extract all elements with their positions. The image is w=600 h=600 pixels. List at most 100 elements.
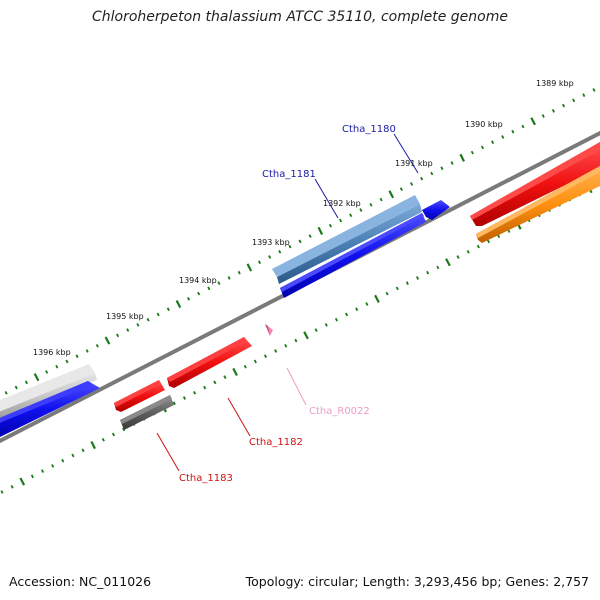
minor-tick [257, 260, 262, 265]
minor-tick [456, 255, 460, 259]
minor-tick [501, 135, 505, 139]
minor-tick [334, 317, 338, 322]
minor-tick [156, 312, 160, 317]
minor-tick [55, 364, 59, 369]
minor-tick [193, 390, 197, 395]
minor-tick [466, 249, 470, 254]
minor-tick [486, 239, 490, 244]
minor-tick [410, 182, 414, 186]
minor-tick [166, 307, 170, 312]
minor-tick [263, 354, 268, 359]
minor-tick [405, 281, 409, 285]
gene-label-ctha-1181[interactable]: Ctha_1181 [262, 169, 316, 180]
minor-tick [14, 385, 18, 390]
major-tick [19, 477, 26, 486]
minor-tick [349, 213, 353, 218]
major-tick [33, 373, 40, 382]
minor-tick [0, 490, 4, 494]
minor-tick [328, 223, 332, 228]
minor-tick [314, 328, 318, 333]
minor-tick [345, 312, 349, 317]
major-tick [459, 153, 465, 162]
minor-tick [365, 302, 369, 306]
minor-tick [359, 208, 363, 212]
gene-label-ctha-1180[interactable]: Ctha_1180 [342, 124, 396, 135]
major-tick [104, 336, 111, 345]
minor-tick [197, 291, 201, 296]
minor-tick [51, 464, 55, 468]
minor-tick [480, 145, 484, 150]
orange-feature[interactable] [476, 166, 600, 243]
minor-tick [385, 291, 389, 296]
major-tick [374, 294, 380, 303]
accession-label: Accession: NC_011026 [9, 574, 152, 589]
blue-cds-ctha-1181[interactable] [280, 213, 426, 298]
reverse-strand [114, 142, 600, 430]
minor-tick [4, 390, 8, 395]
pink-rna-ctha-r0022[interactable] [265, 324, 273, 336]
minor-tick [420, 176, 424, 181]
minor-tick [324, 323, 328, 327]
minor-tick [430, 171, 434, 176]
minor-tick [10, 484, 14, 489]
major-tick [232, 367, 238, 376]
blue-cds-ctha-1180[interactable] [422, 200, 450, 220]
light-gray-feature[interactable] [0, 364, 97, 420]
minor-tick [470, 150, 474, 155]
minor-tick [582, 93, 586, 97]
red-cds-ctha-1182[interactable] [167, 337, 252, 388]
gray-feature[interactable] [120, 395, 174, 430]
minor-tick [85, 349, 89, 353]
minor-tick [146, 317, 150, 322]
minor-tick [541, 114, 545, 118]
minor-tick [172, 401, 176, 406]
minor-tick [369, 202, 373, 207]
kbp-label: 1392 kbp [323, 199, 361, 208]
steel-blue-feature[interactable] [272, 195, 422, 284]
minor-tick [61, 458, 65, 463]
kbp-label: 1390 kbp [465, 120, 503, 129]
minor-tick [399, 187, 403, 191]
major-tick [530, 117, 536, 126]
minor-tick [253, 359, 257, 364]
minor-tick [203, 385, 207, 390]
major-tick [303, 331, 309, 340]
major-tick [90, 441, 96, 450]
minor-tick [243, 364, 247, 369]
minor-tick [450, 161, 454, 165]
minor-tick [207, 286, 211, 291]
minor-tick [24, 380, 28, 385]
minor-tick [274, 349, 278, 353]
minor-tick [187, 296, 191, 301]
minor-tick [81, 448, 85, 453]
minor-tick [355, 307, 359, 312]
red-cds-ctha-1183[interactable] [114, 380, 165, 412]
gene-label-ctha-1183[interactable]: Ctha_1183 [179, 473, 233, 484]
gene-label-ctha-r0022[interactable]: Ctha_R0022 [309, 406, 370, 417]
minor-tick [41, 469, 45, 473]
minor-tick [223, 375, 227, 380]
minor-tick [395, 286, 399, 291]
red-cds-right-upper[interactable] [470, 142, 600, 226]
minor-tick [45, 370, 49, 374]
minor-tick [416, 276, 420, 280]
minor-tick [126, 328, 130, 332]
minor-tick [436, 265, 440, 270]
blue-cds-left[interactable] [0, 381, 100, 438]
minor-tick [592, 88, 596, 92]
minor-tick [101, 437, 105, 442]
minor-tick [476, 244, 480, 249]
minor-tick [294, 338, 298, 343]
gene-label-ctha-1182[interactable]: Ctha_1182 [249, 437, 303, 448]
minor-tick [182, 396, 186, 400]
minor-tick [65, 359, 69, 364]
kbp-label: 1391 kbp [395, 159, 433, 168]
minor-tick [511, 129, 515, 134]
minor-tick [111, 432, 115, 437]
genome-summary: Topology: circular; Length: 3,293,456 bp… [245, 574, 589, 589]
minor-tick [308, 234, 312, 239]
kbp-label: 1393 kbp [252, 238, 290, 247]
map-title: Chloroherpeton thalassium ATCC 35110, co… [92, 9, 508, 25]
minor-tick [551, 109, 555, 113]
minor-tick [298, 239, 302, 244]
